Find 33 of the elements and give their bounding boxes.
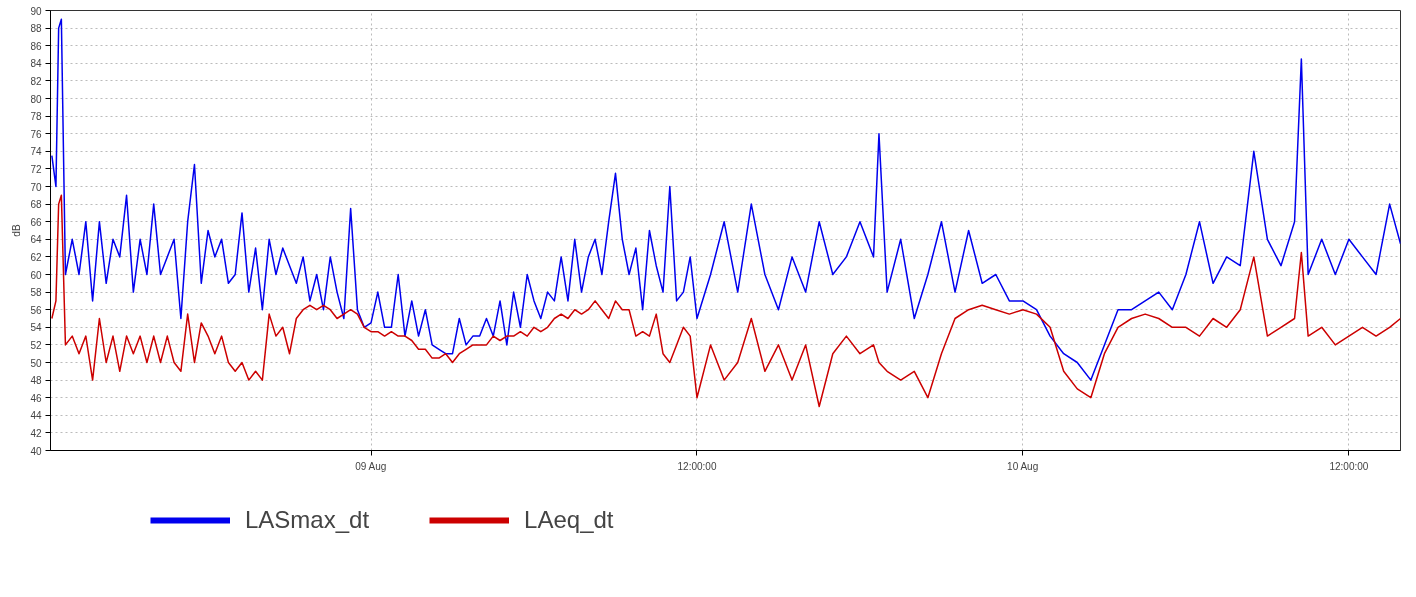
y-tick-label: 48 xyxy=(30,375,42,387)
y-tick-label: 88 xyxy=(30,23,42,35)
y-tick-label: 72 xyxy=(30,163,42,175)
y-tick-label: 56 xyxy=(30,304,42,316)
y-tick-label: 44 xyxy=(30,410,42,422)
y-tick-label: 70 xyxy=(30,181,42,193)
y-tick-label: 78 xyxy=(30,111,42,123)
y-tick-label: 54 xyxy=(30,322,42,334)
y-tick-label: 50 xyxy=(30,357,42,369)
y-tick-label: 76 xyxy=(30,128,42,140)
y-tick-label: 90 xyxy=(30,5,42,17)
x-tick-label: 10 Aug xyxy=(1007,460,1039,472)
y-tick-label: 66 xyxy=(30,216,42,228)
legend-label: LASmax_dt xyxy=(245,506,370,534)
y-tick-label: 62 xyxy=(30,251,42,263)
x-tick-label: 09 Aug xyxy=(355,460,387,472)
y-axis-title: dB xyxy=(11,224,23,237)
x-tick-label: 12:00:00 xyxy=(677,460,717,472)
y-tick-label: 46 xyxy=(30,392,42,404)
y-tick-label: 60 xyxy=(30,269,42,281)
y-tick-label: 52 xyxy=(30,339,42,351)
y-tick-label: 64 xyxy=(30,234,42,246)
y-tick-label: 40 xyxy=(30,445,42,457)
y-tick-label: 74 xyxy=(30,146,42,158)
y-tick-label: 80 xyxy=(30,93,42,105)
y-tick-label: 58 xyxy=(30,287,42,299)
y-tick-label: 68 xyxy=(30,199,42,211)
legend-label: LAeq_dt xyxy=(524,506,614,534)
x-tick-label: 12:00:00 xyxy=(1329,460,1369,472)
y-tick-label: 86 xyxy=(30,40,42,52)
y-tick-label: 42 xyxy=(30,427,42,439)
y-tick-label: 84 xyxy=(30,58,42,70)
y-tick-label: 82 xyxy=(30,75,42,87)
